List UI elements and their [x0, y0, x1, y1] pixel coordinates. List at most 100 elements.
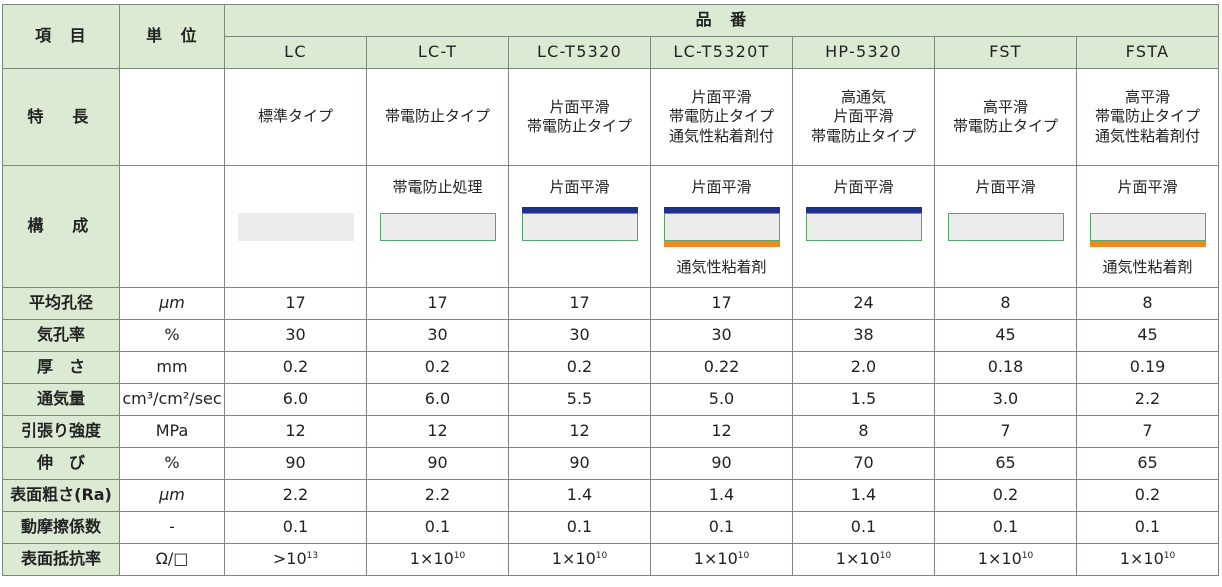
features-unit	[119, 68, 225, 166]
composition-bottom-label: 通気性粘着剤	[676, 257, 767, 276]
row-label: 表面粗さ(Ra)	[2, 479, 120, 512]
value-cell: 24	[792, 287, 935, 320]
table-row: 通気量 cm³/cm²/sec 6.0 6.0 5.5 5.0 1.5 3.0 2.2	[2, 383, 1220, 416]
spec-table: 項 目 単 位 品 番 LC LC-T LC-T5320 LC-T5320T HP-53…	[2, 4, 1220, 576]
row-unit: mm	[119, 351, 225, 384]
membrane-film	[379, 212, 496, 241]
resistivity-exponent: 10	[879, 551, 892, 562]
feature-cell: 帯電防止タイプ	[366, 68, 509, 166]
feature-line: 高通気	[840, 87, 886, 106]
composition-bottom-label: 通気性粘着剤	[1102, 257, 1193, 276]
row-unit: cm³/cm²/sec	[119, 383, 225, 416]
value-cell: 90	[366, 447, 509, 480]
composition-cell: 片面平滑	[934, 165, 1077, 288]
resistivity-base: 1×10	[551, 549, 596, 569]
value-cell: 1×1010	[650, 543, 793, 576]
feature-cell: 高平滑 帯電防止タイプ 通気性粘着剤付	[1075, 68, 1220, 166]
table-row: 動摩擦係数 -0.1 0.1 0.1 0.1 0.1 0.1 0.1	[2, 511, 1220, 544]
value-cell: 90	[650, 447, 793, 480]
row-unit: μm	[119, 479, 225, 512]
composition-top-label: 帯電防止処理	[392, 177, 483, 196]
resistivity-exponent: 10	[737, 551, 750, 562]
table-row: 伸 び% 90 90 90 90 70 65 65	[2, 447, 1220, 480]
feature-cell: 高通気 片面平滑 帯電防止タイプ	[792, 68, 935, 166]
value-cell: 12	[366, 415, 509, 448]
composition-top-label: 片面平滑	[1117, 177, 1178, 196]
resistivity-exponent: 10	[595, 551, 608, 562]
feature-line: 帯電防止タイプ	[1095, 107, 1201, 126]
value-cell: 38	[792, 319, 935, 352]
composition-label: 構 成	[2, 165, 120, 288]
feature-line: 帯電防止タイプ	[810, 126, 916, 145]
feature-line: 標準タイプ	[257, 107, 333, 126]
membrane-film	[521, 212, 638, 241]
composition-cell: 帯電防止処理	[366, 165, 509, 288]
value-cell: 12	[650, 415, 793, 448]
value-cell: 1.4	[792, 479, 935, 512]
row-label: 動摩擦係数	[2, 511, 120, 544]
product-name: LC	[224, 36, 367, 69]
composition-top-label: 片面平滑	[833, 177, 894, 196]
table-row: 表面粗さ(Ra) μm 2.2 2.2 1.4 1.4 1.4 0.2 0.2	[2, 479, 1220, 512]
value-cell: 5.5	[508, 383, 651, 416]
row-unit: μm	[119, 287, 225, 320]
value-cell: 0.22	[650, 351, 793, 384]
product-name: HP-5320	[792, 36, 935, 69]
value-cell: 0.1	[224, 511, 367, 544]
resistivity-base: >10	[272, 549, 307, 569]
feature-line: 通気性粘着剤付	[1095, 126, 1201, 145]
value-cell: 2.2	[366, 479, 509, 512]
membrane-film	[1089, 212, 1206, 241]
feature-line: 帯電防止タイプ	[952, 117, 1058, 135]
composition-cell: 片面平滑	[508, 165, 651, 288]
adhesive-layer-bar	[1089, 240, 1206, 247]
value-cell: 0.1	[934, 511, 1077, 544]
value-cell: 17	[224, 287, 367, 320]
resistivity-exponent: 10	[1163, 551, 1176, 562]
composition-cell: 片面平滑 通気性粘着剤	[650, 165, 793, 288]
resistivity-base: 1×10	[835, 549, 880, 569]
unit-header: 単 位	[119, 4, 225, 69]
membrane-film	[663, 212, 780, 241]
product-header: 品 番	[223, 4, 1220, 37]
composition-cell	[224, 165, 367, 288]
value-cell: 0.2	[224, 351, 367, 384]
feature-line: 片面平滑	[833, 107, 894, 126]
row-unit: Ω/□	[119, 543, 225, 576]
feature-line: 帯電防止タイプ	[526, 117, 632, 135]
value-cell: 8	[1075, 287, 1220, 320]
value-cell: 1×1010	[934, 543, 1077, 576]
value-cell: 30	[366, 319, 509, 352]
value-cell: 0.1	[508, 511, 651, 544]
feature-line: 帯電防止タイプ	[668, 107, 774, 126]
row-label: 平均孔径	[2, 287, 120, 320]
value-cell: 8	[934, 287, 1077, 320]
value-cell: 6.0	[224, 383, 367, 416]
value-cell: 90	[508, 447, 651, 480]
composition-top-label: 片面平滑	[549, 177, 610, 196]
value-cell: 1×1010	[366, 543, 509, 576]
value-cell: 30	[650, 319, 793, 352]
value-cell: 7	[1075, 415, 1220, 448]
resistivity-exponent: 13	[306, 551, 319, 562]
row-unit: %	[119, 447, 225, 480]
resistivity-exponent: 10	[453, 551, 466, 562]
value-cell: 0.2	[366, 351, 509, 384]
value-cell: 0.2	[1075, 479, 1220, 512]
value-cell: 0.1	[366, 511, 509, 544]
value-cell: 1×1010	[508, 543, 651, 576]
resistivity-base: 1×10	[409, 549, 454, 569]
value-cell: 2.0	[792, 351, 935, 384]
composition-unit	[119, 165, 225, 288]
smooth-layer-bar	[663, 206, 780, 213]
feature-line: 片面平滑	[691, 87, 752, 106]
value-cell: 12	[508, 415, 651, 448]
feature-cell: 標準タイプ	[224, 68, 367, 166]
membrane-film	[947, 212, 1064, 241]
value-cell: 17	[650, 287, 793, 320]
feature-line: 帯電防止タイプ	[384, 107, 490, 126]
value-cell: 1×1010	[1075, 543, 1220, 576]
value-cell: 17	[366, 287, 509, 320]
features-label: 特 長	[2, 68, 120, 166]
table-row: 厚 さ mm 0.2 0.2 0.2 0.22 2.0 0.18 0.19	[2, 351, 1220, 384]
